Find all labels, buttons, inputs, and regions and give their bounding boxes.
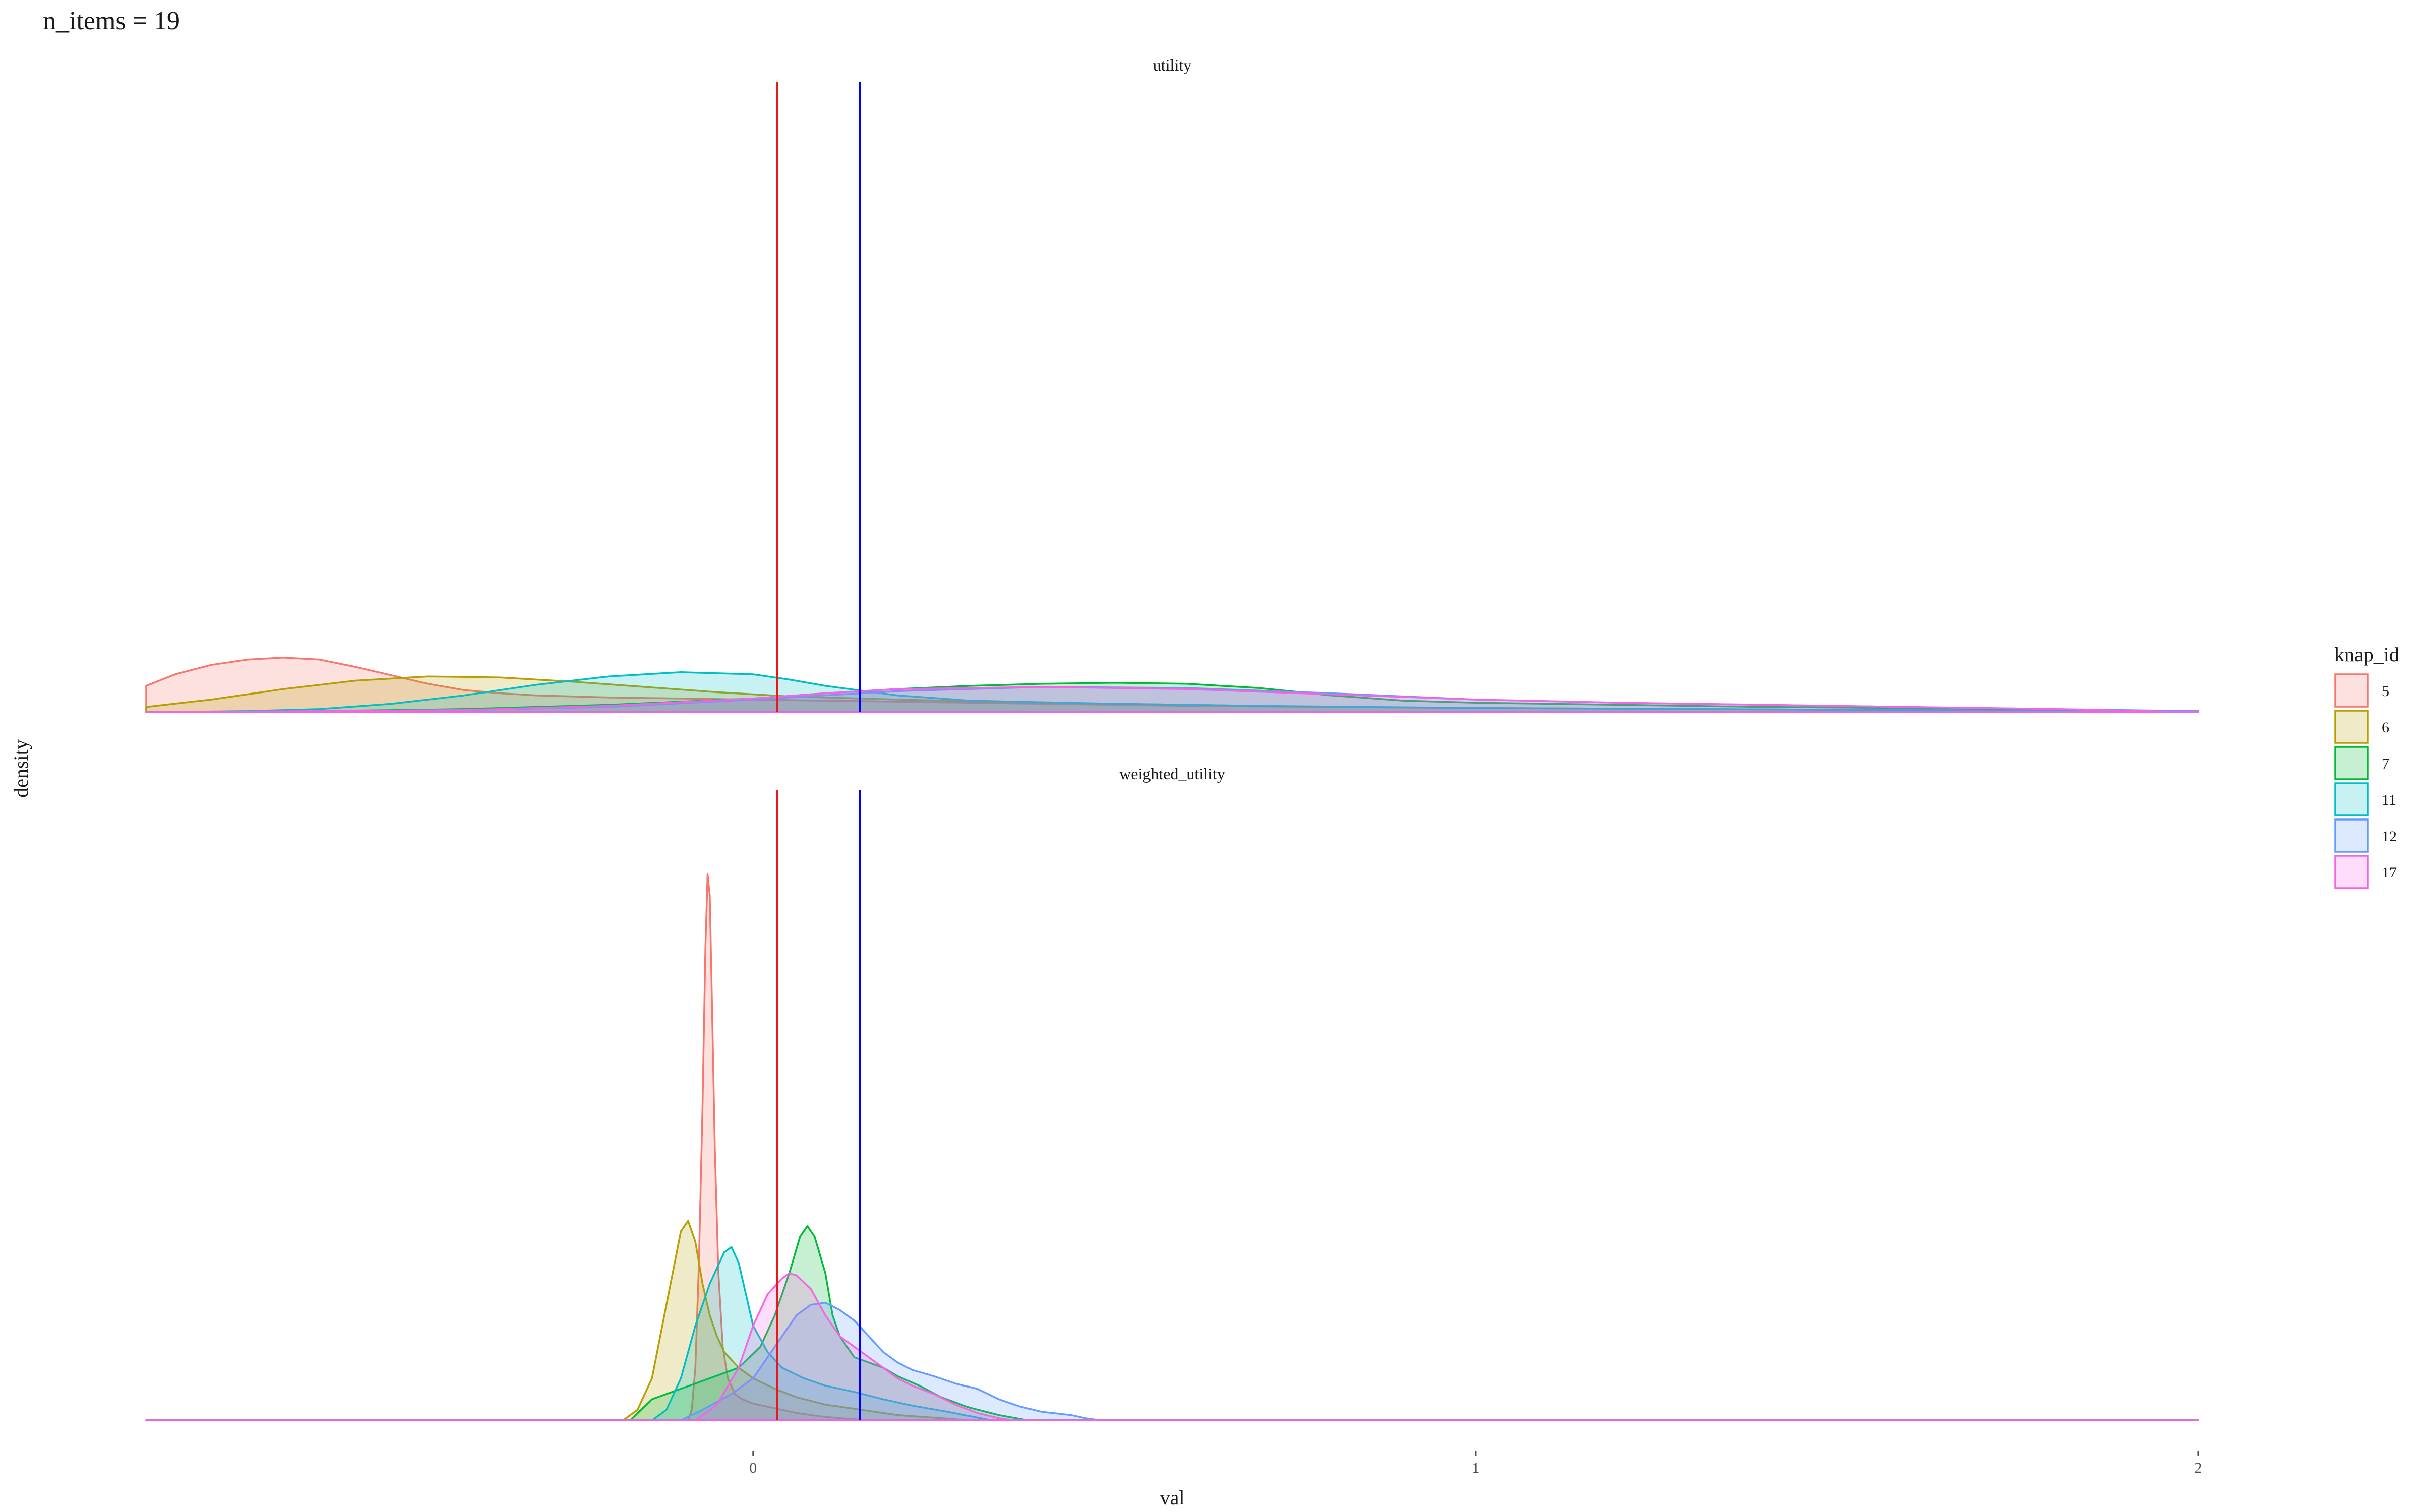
panel-strip-utility: utility — [1153, 56, 1191, 74]
panel-utility — [145, 82, 2199, 713]
legend-key-6 — [2334, 710, 2369, 744]
legend-label-7: 7 — [2382, 755, 2389, 772]
legend-title: knap_id — [2334, 643, 2399, 666]
x-axis: 0 1 2 — [749, 1451, 2202, 1476]
x-tick-label-2: 2 — [2195, 1460, 2202, 1476]
density-area-6 — [145, 1220, 2199, 1421]
legend-label-17: 17 — [2382, 864, 2397, 881]
legend-key-17 — [2334, 855, 2369, 889]
density-area-17 — [145, 686, 2199, 713]
density-area-7 — [145, 1225, 2199, 1421]
legend: knap_id 5 6 7 11 12 17 — [2334, 643, 2399, 889]
legend-key-7 — [2334, 746, 2369, 780]
density-area-12 — [145, 1301, 2199, 1421]
panel-strip-weighted-utility: weighted_utility — [1119, 765, 1225, 783]
legend-label-5: 5 — [2382, 683, 2389, 700]
panel-weighted-utility — [145, 790, 2199, 1421]
y-axis-title: density — [10, 739, 32, 798]
legend-key-12 — [2334, 818, 2369, 853]
x-tick-label-0: 0 — [749, 1460, 757, 1476]
legend-key-5 — [2334, 673, 2369, 708]
page-title: n_items = 19 — [43, 7, 180, 35]
legend-key-11 — [2334, 782, 2369, 816]
density-area-11 — [145, 671, 2199, 713]
legend-label-11: 11 — [2382, 792, 2396, 808]
legend-label-6: 6 — [2382, 719, 2389, 736]
density-area-5 — [145, 873, 2199, 1421]
legend-label-12: 12 — [2382, 828, 2397, 845]
density-area-11 — [145, 1246, 2199, 1421]
x-axis-title: val — [1160, 1486, 1185, 1509]
x-tick-label-1: 1 — [1472, 1460, 1479, 1476]
density-area-17 — [145, 1272, 2199, 1421]
